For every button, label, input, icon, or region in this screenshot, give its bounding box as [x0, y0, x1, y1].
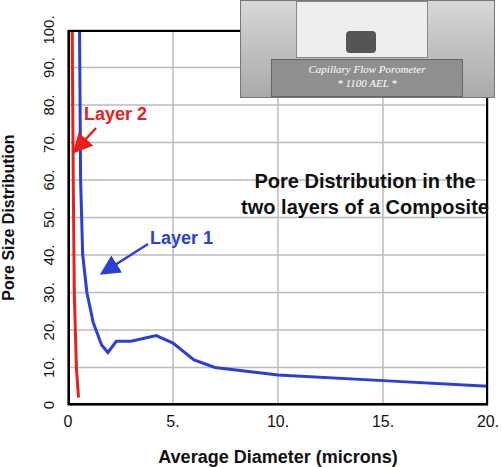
- svg-text:15.: 15.: [372, 413, 394, 430]
- svg-text:Pore Size Distribution: Pore Size Distribution: [0, 134, 17, 300]
- html-text:Layer 1: Layer 1: [150, 228, 213, 248]
- svg-text:0: 0: [40, 401, 57, 409]
- svg-text:5.: 5.: [166, 413, 179, 430]
- html-text:Layer 2: Layer 2: [84, 104, 147, 124]
- svg-text:Average Diameter (microns): Average Diameter (microns): [158, 447, 397, 467]
- svg-text:10.: 10.: [40, 357, 57, 378]
- svg-text:40.: 40.: [40, 245, 57, 266]
- svg-text:0: 0: [64, 413, 73, 430]
- svg-text:10.: 10.: [267, 413, 289, 430]
- svg-text:60.: 60.: [40, 170, 57, 191]
- svg-text:30.: 30.: [40, 282, 57, 303]
- svg-text:80.: 80.: [40, 95, 57, 116]
- svg-text:100.: 100.: [40, 15, 57, 44]
- svg-text:50.: 50.: [40, 207, 57, 228]
- svg-text:70.: 70.: [40, 132, 57, 153]
- svg-text:20.: 20.: [477, 413, 499, 430]
- svg-text:20.: 20.: [40, 320, 57, 341]
- html-text:Pore Distribution in the two l: Pore Distribution in the two layers of a…: [241, 170, 489, 218]
- html-text:* 1100 AEL *: * 1100 AEL *: [337, 77, 397, 89]
- svg-text:90.: 90.: [40, 57, 57, 78]
- html-text:Capillary Flow Porometer: Capillary Flow Porometer: [308, 63, 426, 75]
